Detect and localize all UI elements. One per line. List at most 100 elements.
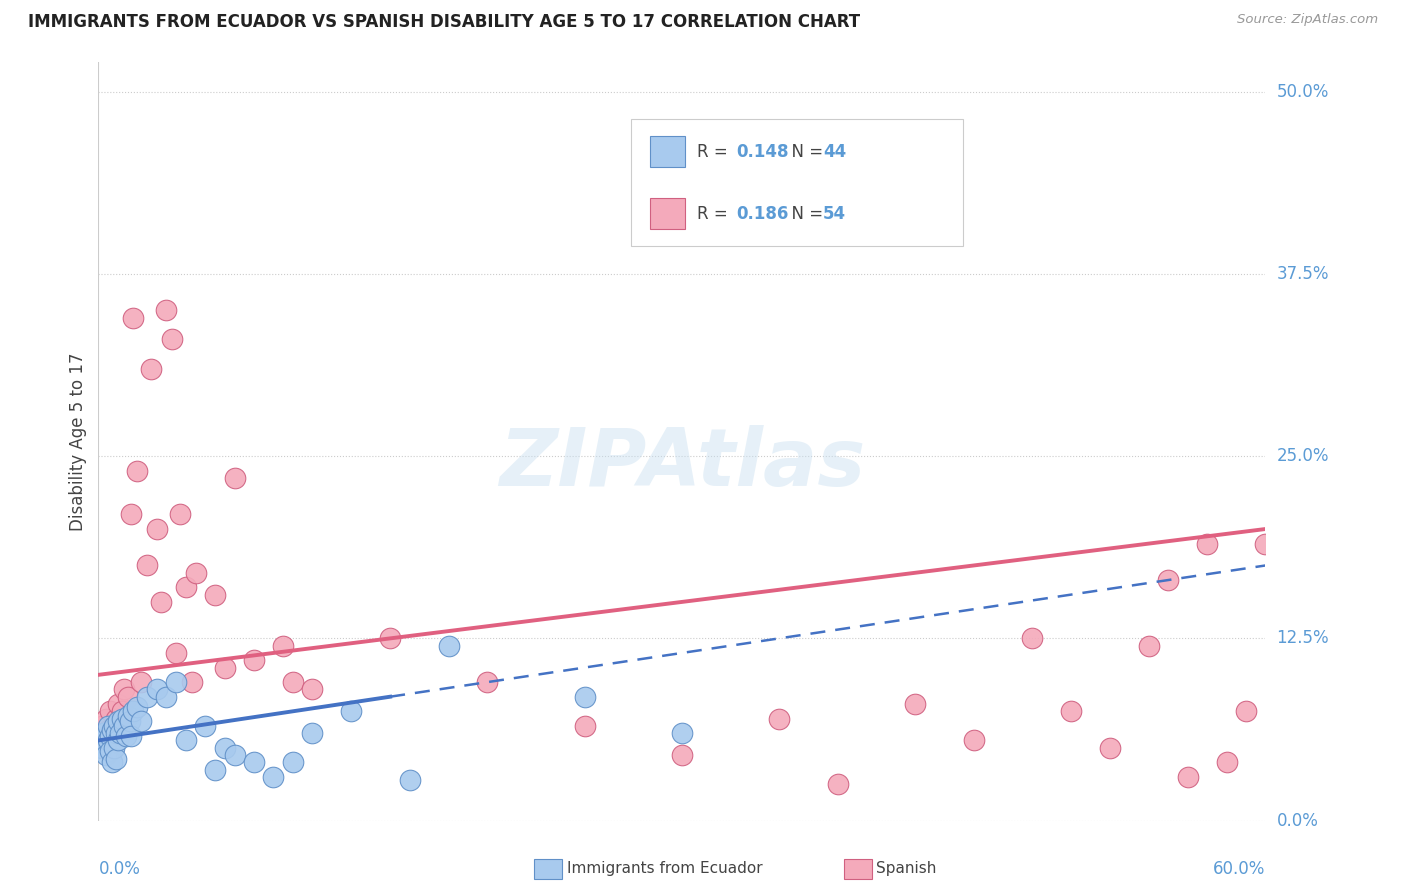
Point bbox=[107, 714, 129, 729]
Text: Immigrants from Ecuador: Immigrants from Ecuador bbox=[567, 862, 762, 876]
Text: 0.0%: 0.0% bbox=[1277, 812, 1319, 830]
Text: 44: 44 bbox=[824, 143, 846, 161]
Text: 12.5%: 12.5% bbox=[1277, 630, 1329, 648]
Point bbox=[165, 675, 187, 690]
Text: Spanish: Spanish bbox=[876, 862, 936, 876]
Point bbox=[114, 729, 136, 743]
Point bbox=[149, 595, 172, 609]
Point bbox=[117, 708, 139, 723]
Point bbox=[1098, 740, 1121, 755]
Point bbox=[398, 772, 420, 787]
Point bbox=[104, 752, 127, 766]
Point bbox=[194, 719, 217, 733]
Point bbox=[89, 733, 111, 747]
Text: ZIPAtlas: ZIPAtlas bbox=[499, 425, 865, 503]
Point bbox=[1234, 704, 1257, 718]
Point bbox=[243, 756, 266, 770]
Point bbox=[1021, 632, 1043, 646]
Point bbox=[380, 632, 402, 646]
Text: 0.186: 0.186 bbox=[737, 204, 789, 222]
Point bbox=[91, 740, 114, 755]
Point bbox=[118, 714, 141, 729]
Point bbox=[214, 740, 236, 755]
Point bbox=[224, 471, 246, 485]
Point bbox=[155, 690, 177, 704]
Point bbox=[1137, 639, 1160, 653]
Point bbox=[93, 729, 115, 743]
Point bbox=[98, 729, 121, 743]
Point bbox=[129, 675, 152, 690]
Point bbox=[574, 719, 596, 733]
Point bbox=[112, 719, 135, 733]
Text: Source: ZipAtlas.com: Source: ZipAtlas.com bbox=[1237, 13, 1378, 27]
Point bbox=[904, 697, 927, 711]
Text: 54: 54 bbox=[824, 204, 846, 222]
Point bbox=[121, 729, 143, 743]
Point bbox=[671, 726, 693, 740]
Point bbox=[169, 508, 191, 522]
Point bbox=[108, 714, 131, 729]
Point bbox=[103, 719, 125, 733]
Point bbox=[93, 726, 115, 740]
Point bbox=[174, 733, 197, 747]
Point bbox=[122, 704, 145, 718]
Point bbox=[180, 675, 202, 690]
Point bbox=[768, 712, 790, 726]
Point bbox=[107, 733, 129, 747]
Point bbox=[184, 566, 207, 580]
Point bbox=[117, 690, 139, 704]
Point bbox=[281, 756, 304, 770]
Point bbox=[146, 682, 169, 697]
Point bbox=[165, 646, 187, 660]
Point bbox=[477, 675, 499, 690]
Text: N =: N = bbox=[782, 204, 828, 222]
Point bbox=[1254, 536, 1277, 550]
Point bbox=[243, 653, 266, 667]
Point bbox=[174, 580, 197, 594]
Point bbox=[162, 333, 184, 347]
Point bbox=[127, 464, 149, 478]
Point bbox=[214, 660, 236, 674]
Point bbox=[101, 726, 124, 740]
Point bbox=[262, 770, 284, 784]
Point bbox=[671, 747, 693, 762]
Point bbox=[96, 712, 118, 726]
Point bbox=[1215, 756, 1237, 770]
Point bbox=[1195, 536, 1218, 550]
Point bbox=[98, 744, 121, 758]
Point bbox=[97, 723, 120, 738]
Point bbox=[129, 714, 152, 729]
Text: 25.0%: 25.0% bbox=[1277, 447, 1329, 465]
Point bbox=[340, 704, 363, 718]
Point bbox=[103, 740, 125, 755]
Point bbox=[301, 726, 323, 740]
Point bbox=[827, 777, 849, 791]
Point bbox=[98, 704, 121, 718]
Point bbox=[1157, 573, 1180, 587]
Point bbox=[962, 733, 984, 747]
Text: N =: N = bbox=[782, 143, 828, 161]
Text: 50.0%: 50.0% bbox=[1277, 83, 1329, 101]
Point bbox=[96, 747, 118, 762]
Text: R =: R = bbox=[697, 143, 733, 161]
Text: 0.148: 0.148 bbox=[737, 143, 789, 161]
Point bbox=[281, 675, 304, 690]
Point bbox=[224, 747, 246, 762]
Point bbox=[89, 726, 111, 740]
Point bbox=[301, 682, 323, 697]
Point bbox=[574, 690, 596, 704]
Point bbox=[136, 690, 159, 704]
Point bbox=[108, 726, 131, 740]
Point bbox=[97, 719, 120, 733]
Y-axis label: Disability Age 5 to 17: Disability Age 5 to 17 bbox=[69, 352, 87, 531]
Point bbox=[139, 361, 162, 376]
Point bbox=[103, 719, 125, 733]
Point bbox=[136, 558, 159, 573]
Point bbox=[122, 310, 145, 325]
Text: IMMIGRANTS FROM ECUADOR VS SPANISH DISABILITY AGE 5 TO 17 CORRELATION CHART: IMMIGRANTS FROM ECUADOR VS SPANISH DISAB… bbox=[28, 13, 860, 31]
Point bbox=[271, 639, 294, 653]
Text: 37.5%: 37.5% bbox=[1277, 265, 1329, 283]
Point bbox=[97, 733, 120, 747]
Point bbox=[155, 303, 177, 318]
Point bbox=[111, 704, 134, 718]
